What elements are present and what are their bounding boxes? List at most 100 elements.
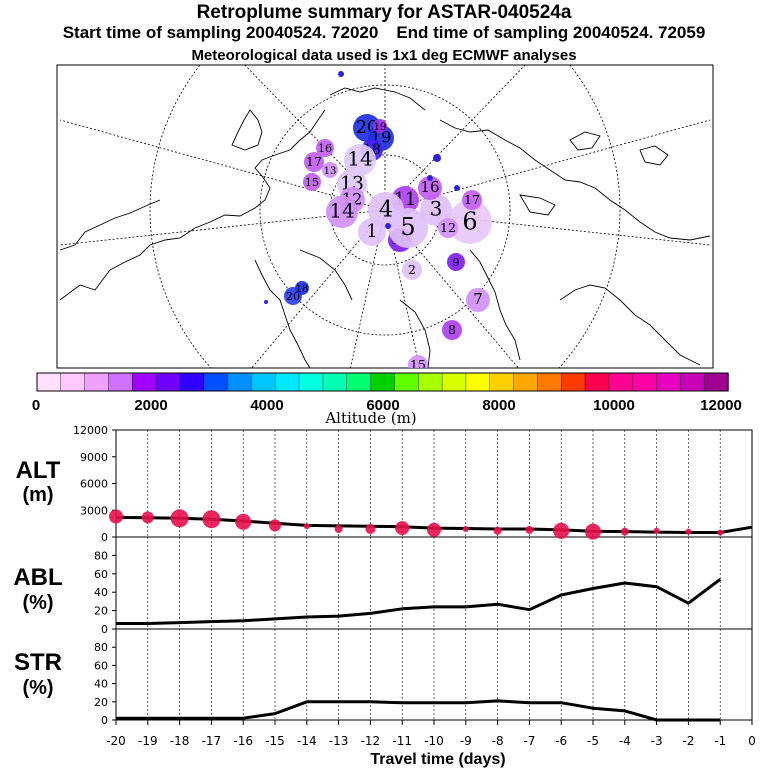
latitude-circle: [149, 65, 621, 368]
coastline: [439, 119, 711, 241]
meridian: [384, 65, 526, 211]
x-tick-label: -20: [106, 734, 126, 748]
plume-day-label: 2: [408, 262, 416, 277]
plume-day-label: 17: [306, 154, 322, 169]
x-tick-label: -1: [714, 734, 726, 748]
y-tick-label: 20: [94, 696, 108, 709]
plume-marker: 17: [304, 152, 324, 172]
alt-marker: [395, 521, 410, 536]
colorbar-cells: [36, 372, 729, 392]
alt-marker: [334, 525, 343, 533]
alt-marker: [585, 523, 601, 540]
colorbar-tick-label: 8000: [482, 397, 515, 414]
abl-line: [116, 578, 722, 625]
panel-labels: ALT (m) ABL (%) STR (%): [13, 457, 62, 699]
colorbar-cell: [561, 372, 586, 392]
colorbar-cell: [203, 372, 229, 392]
y-tick-label: 80: [94, 549, 108, 562]
meridian: [384, 209, 420, 368]
colorbar-cell: [227, 372, 253, 392]
plume-dot: [385, 223, 391, 229]
plume-marker: 9: [447, 253, 465, 271]
coastline: [569, 131, 601, 151]
x-tick-label: -16: [233, 734, 253, 748]
y-tick-label: 6000: [80, 478, 108, 491]
plume-day-label: 8: [448, 322, 456, 337]
colorbar-tick-label: 4000: [250, 397, 283, 414]
colorbar-tick-label: 2000: [134, 397, 167, 414]
plume-day-label: 18: [296, 284, 309, 295]
plume-day-label: 5: [400, 213, 415, 241]
y-tick-label: 60: [94, 568, 108, 581]
chart-title: Retroplume summary for ASTAR-040524a: [196, 2, 572, 23]
meridian: [384, 209, 519, 368]
plume-day-label: 4: [379, 196, 393, 222]
meridian: [350, 209, 386, 368]
colorbar-cell: [370, 372, 396, 392]
plume-day-label: 1: [366, 222, 377, 242]
alt-label: ALT: [16, 457, 61, 484]
y-tick-label: 0: [101, 531, 108, 544]
y-tick-labels: 0 3000 6000 9000 12000 0 20 40 60 80 0 20 40 60 80: [73, 424, 116, 727]
alt-marker: [525, 525, 534, 534]
plume-marker: 8: [442, 320, 462, 340]
colorbar-cell: [298, 372, 324, 392]
plume-dot: [338, 71, 344, 77]
alt-marker: [427, 522, 441, 537]
y-tick-label: 12000: [73, 424, 108, 437]
alt-marker: [717, 529, 724, 536]
meridian: [384, 209, 711, 246]
alt-marker: [462, 526, 469, 532]
colorbar-cell: [155, 372, 181, 392]
plume-marker: 14: [344, 144, 376, 176]
y-tick-label: 3000: [80, 504, 108, 517]
colorbar-cell: [394, 372, 419, 392]
plume-marker: 16: [316, 139, 334, 157]
plume-circle: [326, 196, 358, 228]
x-tick-label: -13: [329, 734, 349, 748]
alt-marker: [653, 527, 660, 534]
alt-marker: [141, 511, 154, 524]
plume-dot: [427, 175, 433, 181]
meridian: [244, 65, 386, 211]
colorbar-cell: [441, 372, 467, 392]
abl-label: ABL: [13, 564, 62, 591]
met-data-note: Meteorological data used is 1x1 deg ECMW…: [191, 47, 577, 64]
alt-marker: [109, 509, 123, 524]
meridian: [251, 209, 386, 368]
plume-marker: 15: [303, 173, 321, 191]
alt-marker: [303, 523, 310, 530]
meridian: [59, 119, 386, 211]
plume-marker: 13: [322, 162, 338, 178]
plume-day-label: 6: [462, 208, 477, 236]
colorbar-tick-label: 12000: [700, 397, 742, 414]
y-tick-label: 9000: [80, 451, 108, 464]
plume-marker: 6: [448, 200, 492, 244]
plume-day-label: 9: [452, 256, 459, 269]
x-tick-label: -7: [523, 734, 535, 748]
plume-dot: [264, 300, 268, 304]
plume-marker: 2: [402, 260, 422, 280]
colorbar-tick-labels: 0 2000 4000 6000 8000 10000 12000: [32, 397, 742, 414]
plume-marker: 3: [420, 194, 452, 226]
x-tick-label: -8: [492, 734, 504, 748]
plume-circle: [316, 139, 334, 157]
plume-marker: 12: [438, 218, 458, 238]
colorbar-cell: [36, 372, 62, 392]
plume-circle: [344, 144, 376, 176]
alt-marker: [269, 519, 281, 532]
coastline: [399, 299, 431, 368]
plume-circle: [402, 260, 422, 280]
plume-circle: [373, 119, 387, 133]
colorbar-cell: [251, 372, 276, 392]
x-axis-label: Travel time (days): [370, 751, 505, 768]
plume-circle: [304, 152, 324, 172]
meridian: [59, 209, 386, 246]
coastline: [469, 249, 521, 361]
colorbar-cell: [84, 372, 110, 392]
alt-marker: [685, 528, 692, 535]
plume-day-label: 12: [440, 220, 456, 235]
colorbar-cell: [108, 372, 134, 392]
